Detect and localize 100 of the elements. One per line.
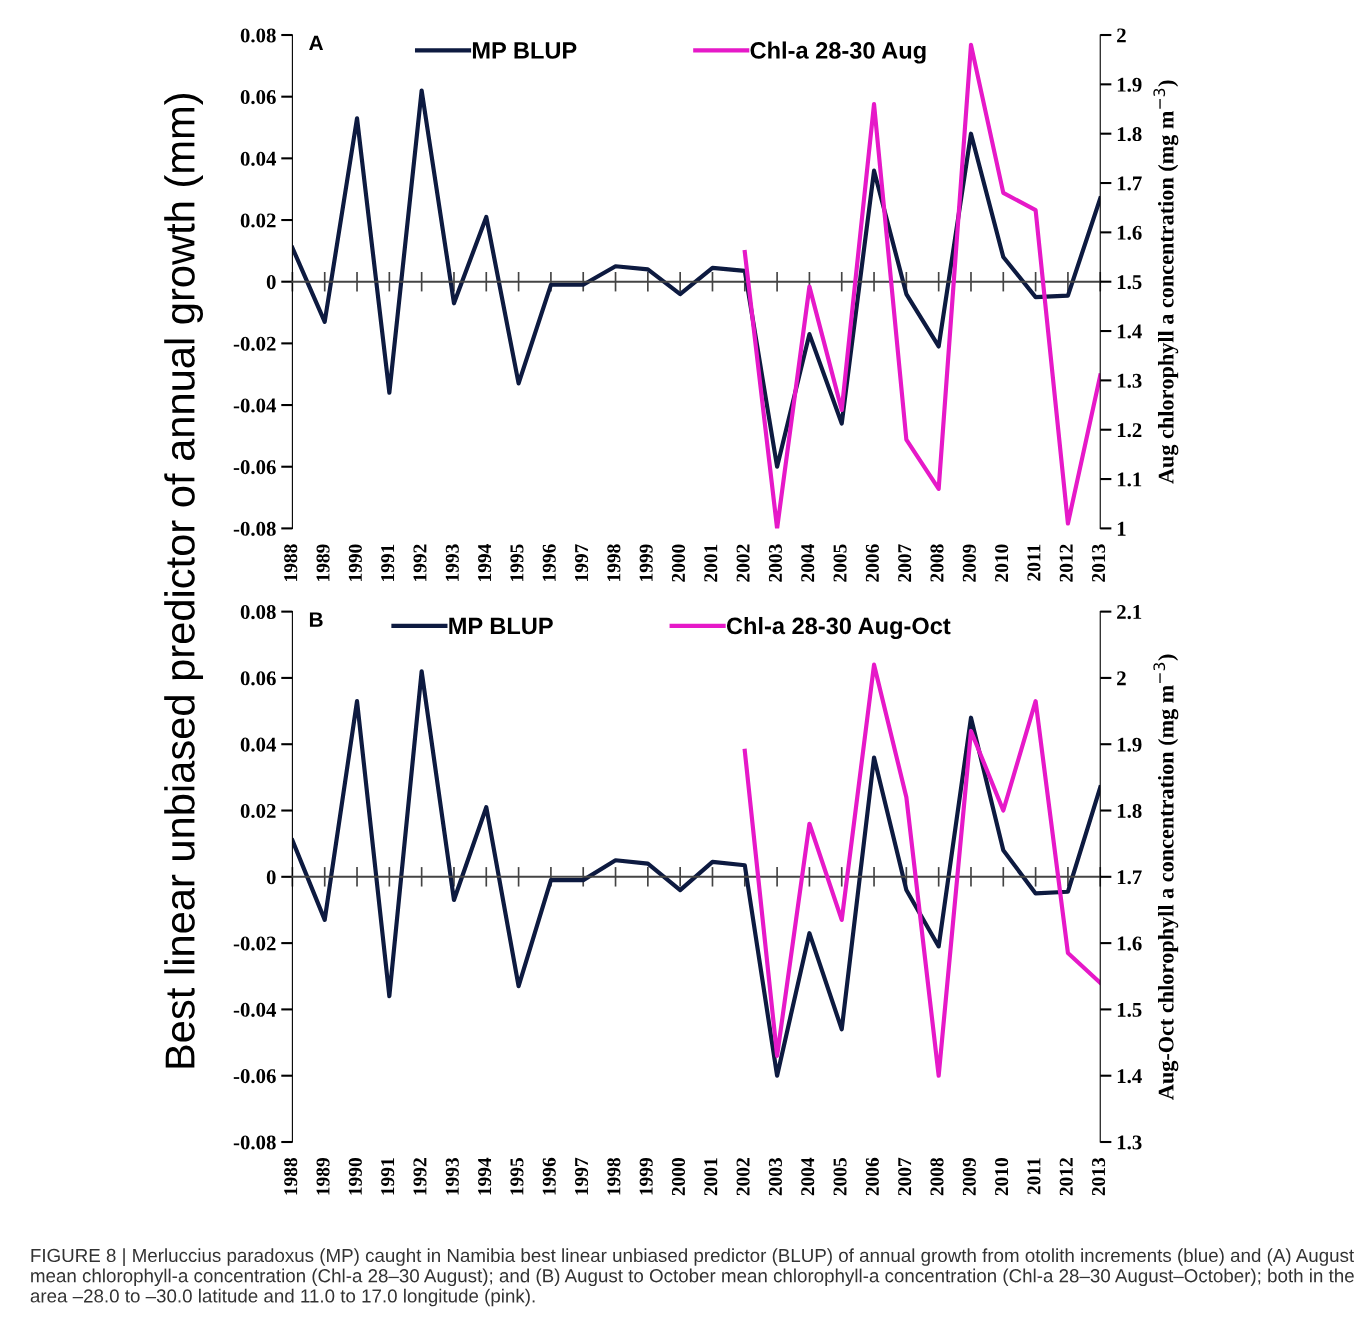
- y2-tick-label: 1.7: [1117, 870, 1142, 885]
- y-tick-label: -0.06: [233, 1069, 276, 1084]
- x-tick-label: 2004: [801, 544, 815, 582]
- y-tick-label: -0.02: [233, 936, 276, 951]
- x-tick-label: 1991: [381, 1158, 395, 1195]
- legend-label: MP BLUP: [449, 617, 553, 635]
- line-series: [292, 669, 1101, 1078]
- x-tick-label: 2007: [898, 1157, 912, 1196]
- y2-tick-label: 2: [1117, 671, 1126, 686]
- x-tick-label: 1994: [478, 544, 492, 582]
- x-tick-label: 1988: [284, 1157, 298, 1195]
- legend-label: Chl-a 28-30 Aug: [750, 41, 926, 64]
- x-tick-label: 2001: [704, 1158, 718, 1196]
- x-tick-label: 2004: [801, 1157, 815, 1196]
- y2-tick-label: 1.3: [1117, 1135, 1142, 1150]
- x-tick-label: 1996: [542, 544, 556, 582]
- x-tick-label: 2010: [995, 544, 1009, 582]
- x-tick-label: 1997: [575, 1157, 589, 1195]
- x-tick-label: 2003: [768, 1157, 782, 1196]
- y2-tick-label: 1.5: [1117, 1002, 1142, 1017]
- line-series: [292, 88, 1101, 469]
- y-tick-label: 0.06: [240, 671, 276, 686]
- y2-tick-label: 1.9: [1117, 77, 1142, 92]
- y-tick-label: 0.04: [240, 151, 277, 166]
- x-tick-label: 2001: [704, 544, 718, 582]
- x-tick-label: 1999: [639, 1157, 653, 1195]
- y-tick-label: -0.04: [233, 398, 277, 413]
- x-tick-label: 1989: [316, 1157, 330, 1195]
- y-axis-title: Best linear unbiased predictor of annual growth (mm): [164, 93, 204, 1068]
- y2-tick-label: 1.4: [1117, 1069, 1142, 1084]
- y-tick-label: 0: [266, 870, 276, 885]
- y-tick-label: 0.08: [240, 28, 276, 43]
- x-tick-label: 2005: [833, 544, 847, 582]
- y2-tick-label: 1.8: [1117, 803, 1142, 819]
- y-tick-label: -0.02: [233, 336, 276, 351]
- x-tick-label: 2013: [1091, 1157, 1106, 1196]
- y2-tick-label: 1.3: [1117, 373, 1142, 388]
- x-tick-label: 2000: [671, 544, 686, 582]
- x-tick-label: 2009: [962, 1157, 976, 1196]
- y2-tick-label: 1.1: [1117, 472, 1142, 487]
- y-tick-label: 0: [266, 275, 276, 290]
- y-tick-label: -0.04: [233, 1002, 277, 1017]
- x-tick-label: 2011: [1027, 544, 1041, 581]
- x-tick-label: 2008: [930, 544, 944, 582]
- x-tick-label: 2012: [1059, 544, 1073, 582]
- x-tick-label: 2007: [898, 544, 912, 582]
- y-tick-label: -0.08: [233, 1135, 276, 1150]
- y2-axis-title: Aug-Oct chlorophyll a concentration (mg m$^{−3}$): [1153, 654, 1179, 1100]
- annotation: B: [309, 612, 323, 627]
- x-tick-label: 2003: [768, 544, 782, 582]
- y-tick-label: 0.04: [240, 737, 277, 752]
- x-tick-label: 1992: [413, 544, 427, 582]
- x-tick-label: 2013: [1091, 544, 1106, 582]
- y-tick-label: -0.08: [233, 521, 276, 536]
- x-tick-label: 2005: [833, 1157, 847, 1196]
- y-tick-label: 0.02: [240, 213, 276, 228]
- annotation: A: [309, 35, 324, 51]
- x-tick-label: 1989: [316, 544, 330, 582]
- y2-tick-label: 1.6: [1117, 225, 1142, 240]
- x-tick-label: 1999: [639, 544, 653, 582]
- x-tick-label: 1993: [445, 1157, 459, 1195]
- x-tick-label: 1996: [542, 1157, 556, 1195]
- y-tick-label: 0.08: [240, 605, 276, 620]
- x-tick-label: 1995: [510, 1157, 524, 1195]
- x-tick-label: 2002: [736, 1158, 750, 1196]
- y-tick-label: -0.06: [233, 460, 276, 475]
- x-tick-label: 2000: [671, 1158, 686, 1196]
- x-tick-label: 1997: [575, 544, 589, 582]
- x-tick-label: 2002: [736, 544, 750, 582]
- x-tick-label: 1988: [284, 544, 298, 582]
- x-tick-label: 1990: [348, 544, 362, 582]
- line-series: [742, 662, 1101, 1078]
- y2-tick-label: 1.6: [1117, 936, 1142, 951]
- legend-label: MP BLUP: [472, 42, 577, 59]
- x-tick-label: 1998: [607, 1157, 621, 1195]
- x-tick-label: 1993: [445, 544, 459, 582]
- x-tick-label: 1992: [413, 1158, 427, 1195]
- x-tick-label: 1998: [607, 544, 621, 582]
- y2-tick-label: 1.5: [1117, 275, 1142, 290]
- line-series: [742, 42, 1101, 529]
- y-tick-label: 0.02: [240, 803, 276, 819]
- x-tick-label: 1990: [348, 1158, 362, 1195]
- y2-tick-label: 1.7: [1117, 176, 1142, 191]
- y2-tick-label: 2: [1117, 28, 1126, 43]
- caption: FIGURE 8 | Merluccius paradoxus (MP) caught in Namibia best linear unbiased predictor (BLUP) of annual growth from otolith increments (blue) and (A) August mean chlorophyll-a concentration (Chl-a 28–30 August); and (B) August to October mean chlorophyll-a concentration (Chl-a 28–30 August–October); both in the area –28.0 to –30.0 latitude and 11.0 to 17.0 longitude (pink).: [30, 1248, 1354, 1307]
- y2-tick-label: 2.1: [1117, 605, 1142, 620]
- x-tick-label: 2006: [865, 1157, 879, 1196]
- y2-axis-title: Aug chlorophyll a concentration (mg m$^{−3}$): [1153, 80, 1179, 484]
- x-tick-label: 2008: [930, 1157, 944, 1196]
- legend-label: Chl-a 28-30 Aug-Oct: [726, 616, 951, 640]
- y2-tick-label: 1.8: [1117, 127, 1142, 142]
- y-tick-label: 0.06: [240, 90, 276, 105]
- y2-tick-label: 1.9: [1117, 737, 1142, 752]
- x-tick-label: 1994: [478, 1157, 492, 1195]
- x-tick-label: 2012: [1059, 1158, 1073, 1196]
- x-tick-label: 2009: [962, 544, 976, 582]
- x-tick-label: 1991: [381, 544, 395, 582]
- x-tick-label: 2011: [1027, 1158, 1041, 1195]
- y2-tick-label: 1: [1117, 521, 1126, 536]
- y2-tick-label: 1.4: [1117, 324, 1142, 339]
